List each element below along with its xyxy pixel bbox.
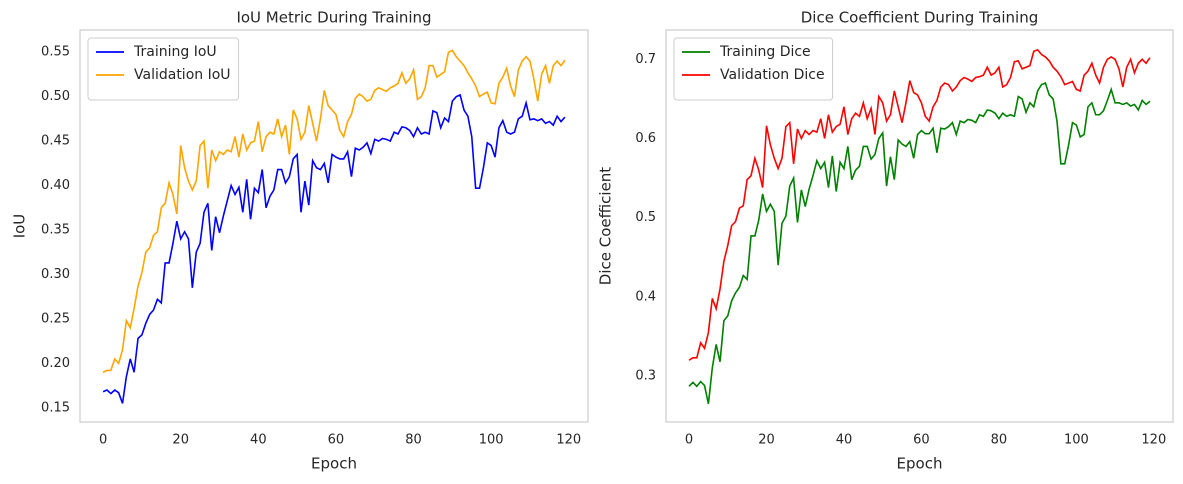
legend-label: Validation IoU [134, 67, 231, 83]
x-tick-label: 0 [99, 433, 107, 448]
y-tick-label: 0.5 [635, 210, 656, 225]
x-tick-label: 40 [250, 433, 267, 448]
x-tick-label: 60 [913, 433, 930, 448]
y-axis-label: IoU [11, 214, 29, 239]
chart-title: IoU Metric During Training [236, 9, 431, 27]
legend-box [87, 37, 240, 101]
y-tick-label: 0.50 [41, 89, 70, 104]
chart-title: Dice Coefficient During Training [801, 9, 1039, 27]
legend-label: Training IoU [133, 44, 217, 60]
y-tick-label: 0.7 [635, 52, 656, 67]
legend-label: Training Dice [719, 44, 811, 60]
y-tick-label: 0.40 [41, 178, 70, 193]
x-tick-label: 0 [685, 433, 693, 448]
x-axis-label: Epoch [311, 455, 357, 473]
axes: 0 20 40 60 80 100 120 0.15 0.20 0.25 0.30 0.35 0.40 0… [11, 9, 589, 473]
legend-box [673, 37, 834, 101]
series-line [688, 48, 1151, 361]
legend: Training Dice Validation Dice [673, 37, 834, 101]
x-axis-label: Epoch [897, 455, 943, 473]
x-tick-label: 80 [991, 433, 1008, 448]
series-line [102, 49, 566, 373]
x-tick-label: 120 [556, 433, 581, 448]
series-line [688, 81, 1151, 404]
y-axis-label: Dice Coefficient [597, 167, 615, 285]
x-tick-label: 60 [328, 433, 345, 448]
x-tick-label: 100 [1064, 433, 1089, 448]
y-tick-label: 0.55 [41, 45, 70, 60]
x-tick-label: 120 [1141, 433, 1166, 448]
x-tick-label: 20 [172, 433, 189, 448]
series-line [102, 93, 566, 404]
x-tick-label: 80 [405, 433, 422, 448]
y-tick-label: 0.25 [41, 311, 70, 326]
legend: Training IoU Validation IoU [87, 37, 240, 101]
y-tick-label: 0.35 [41, 223, 70, 238]
legend-label: Validation Dice [720, 67, 825, 83]
x-tick-label: 40 [836, 433, 853, 448]
x-tick-label: 20 [758, 433, 775, 448]
y-tick-label: 0.30 [41, 267, 70, 282]
y-tick-label: 0.20 [41, 356, 70, 371]
y-tick-label: 0.3 [635, 369, 656, 384]
y-tick-label: 0.15 [41, 400, 70, 415]
y-tick-label: 0.4 [635, 289, 656, 304]
axes: 0 20 40 60 80 100 120 0.3 0.4 0.5 0.6 0.7 Dice Coeff… [597, 9, 1174, 473]
y-tick-label: 0.6 [635, 131, 656, 146]
x-tick-label: 100 [479, 433, 504, 448]
y-tick-label: 0.45 [41, 134, 70, 149]
